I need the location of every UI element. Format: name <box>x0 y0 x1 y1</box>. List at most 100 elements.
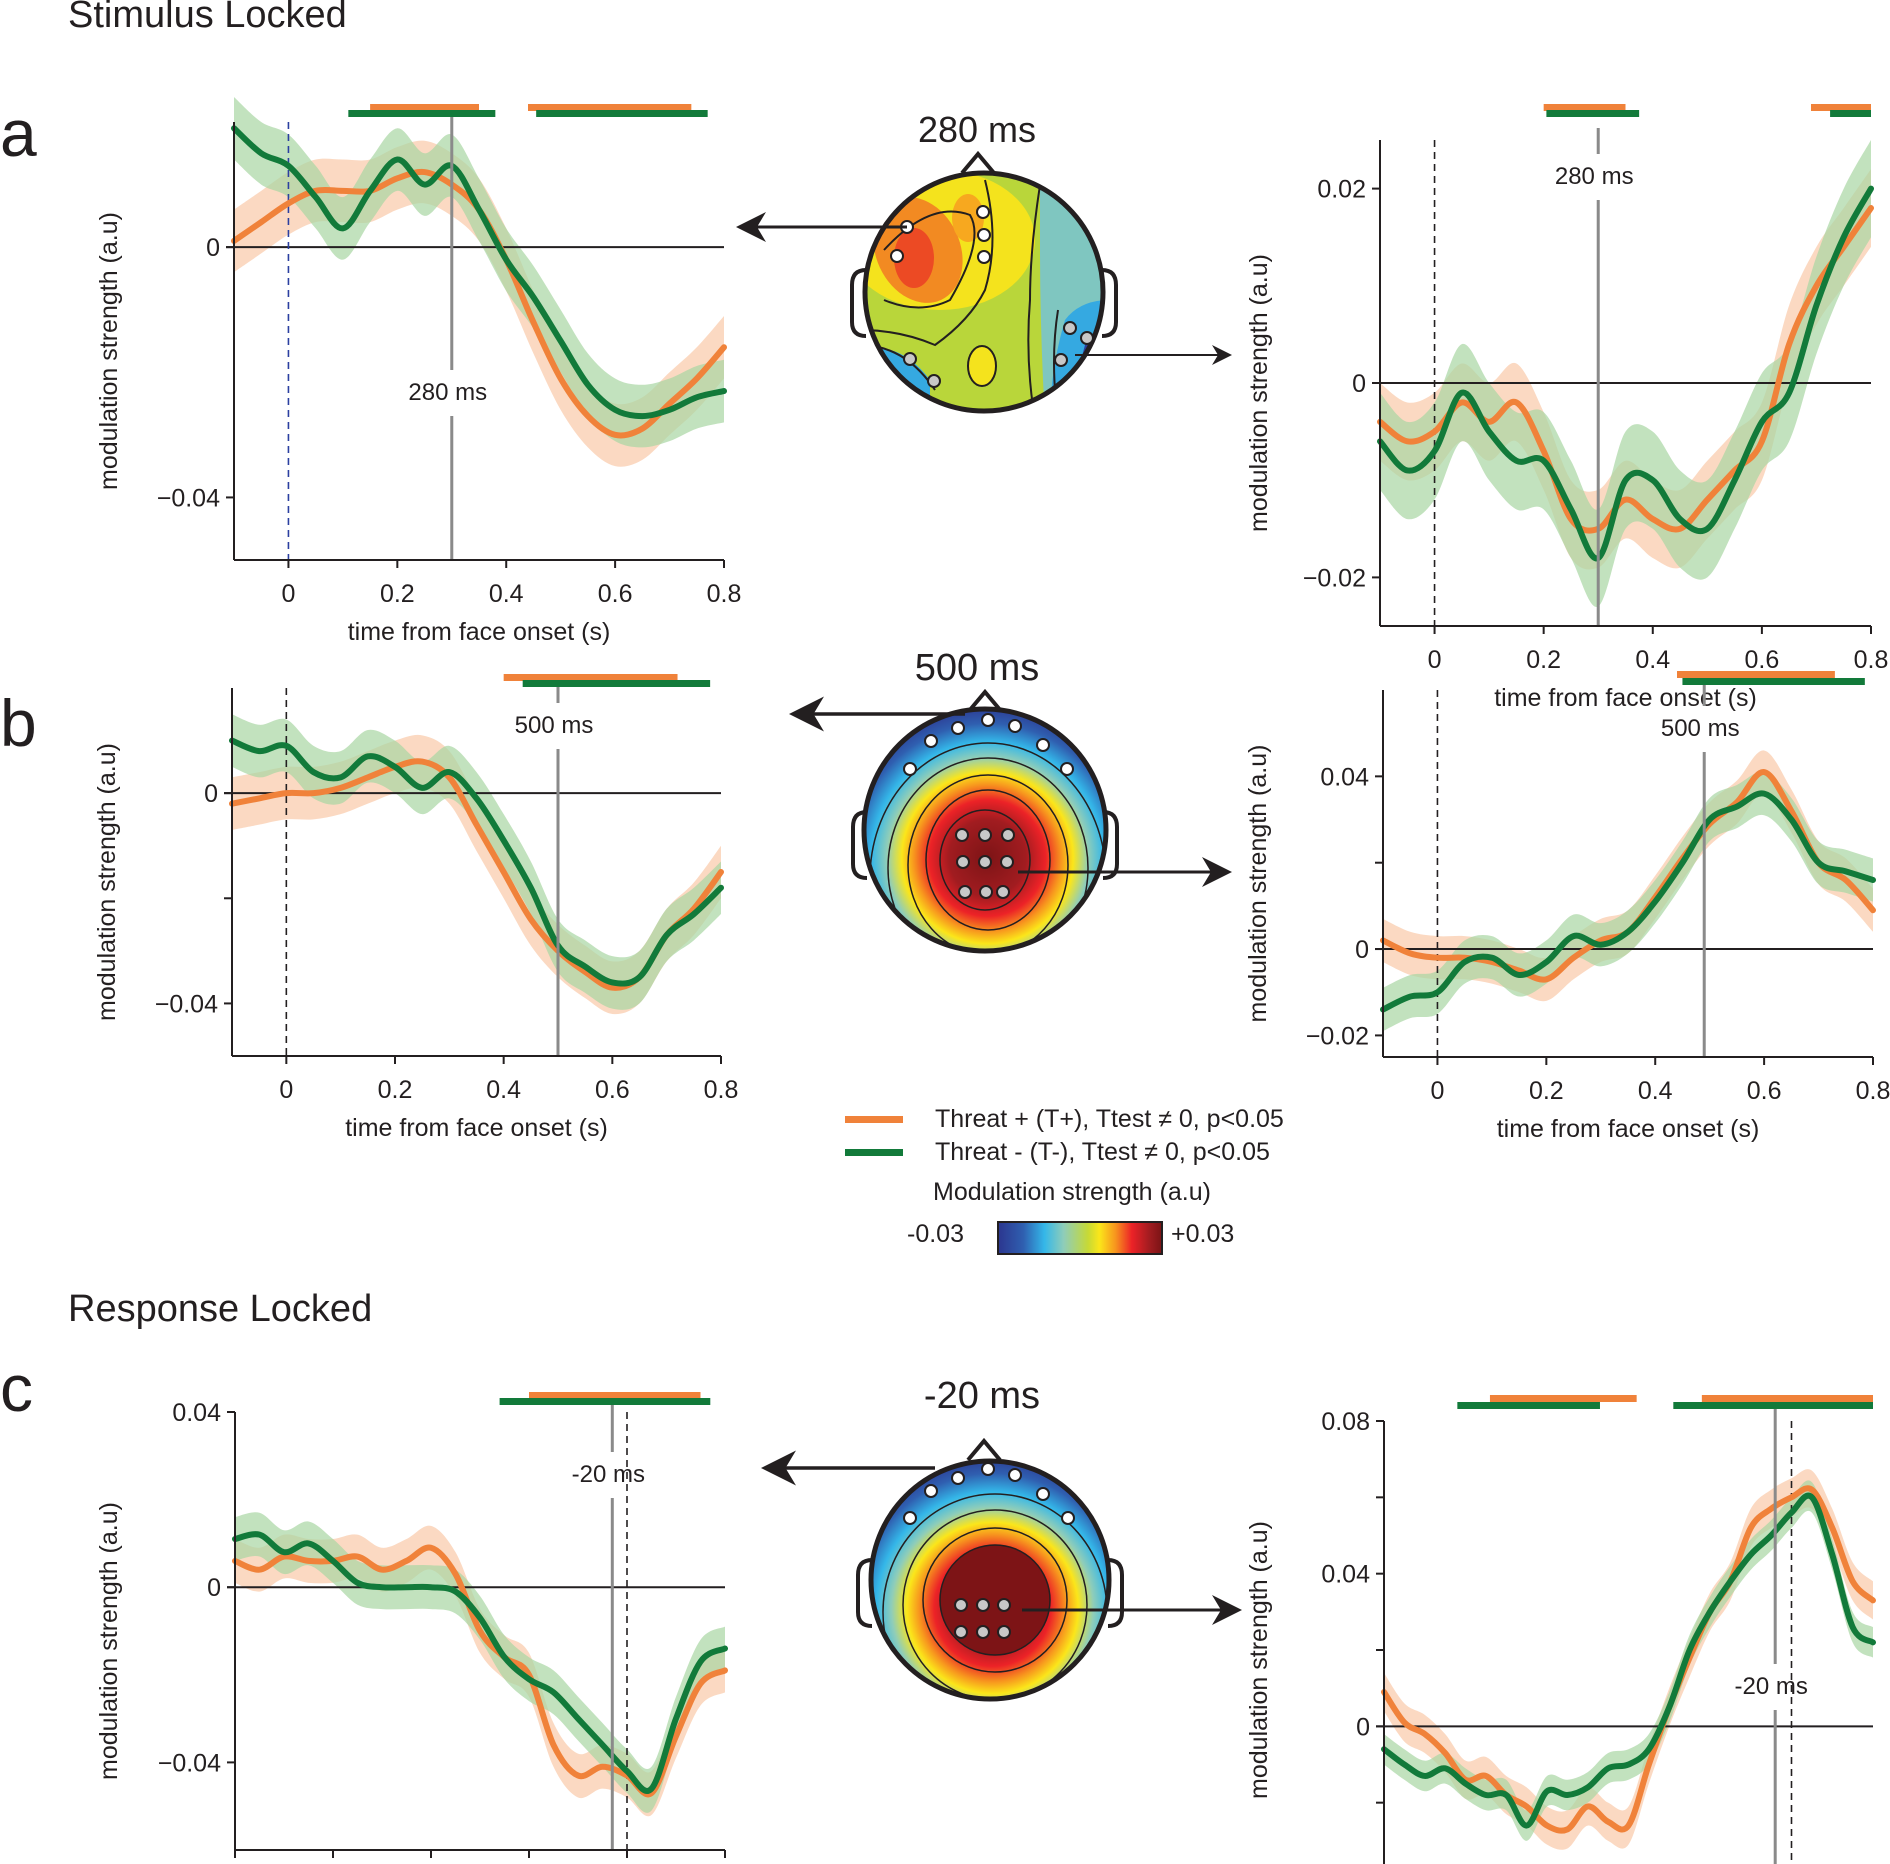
sig-bar-threat-minus <box>522 680 711 687</box>
colorbar-title: Modulation strength (a.u) <box>933 1178 1211 1206</box>
y-tick-label: −0.04 <box>158 1749 221 1777</box>
y-tick-label: −0.04 <box>157 484 220 512</box>
x-tick-label: 0.8 <box>1854 646 1889 674</box>
sig-bar-threat-minus <box>348 110 496 117</box>
x-tick-label: 0.2 <box>378 1076 413 1104</box>
marker-label: 280 ms <box>408 379 487 406</box>
series-line-threat-plus <box>1381 1485 1876 1834</box>
sig-bar-threat-minus <box>1546 110 1640 117</box>
sig-bar-threat-plus <box>529 1392 701 1399</box>
x-tick-label: 0.6 <box>1745 646 1780 674</box>
sig-bar-threat-plus <box>1701 1395 1873 1402</box>
x-tick-label: 0.4 <box>486 1076 521 1104</box>
marker-label: 280 ms <box>1555 163 1634 190</box>
series-line-threat-minus <box>232 1531 728 1794</box>
band-threat-plus <box>232 734 721 1015</box>
y-axis-label: modulation strength (a.u) <box>93 743 121 1021</box>
plot-a-right: 280 ms 0 0.2 0.4 0.6 0.8 0.02 0 −0.02 time from f… <box>1245 104 1888 712</box>
x-tick-label: 0 <box>281 580 295 608</box>
topomap-c: -20 ms <box>761 1375 1242 1702</box>
x-tick-label: 0.2 <box>380 580 415 608</box>
legend-label-threat-plus: Threat + (T+), Ttest ≠ 0, p<0.05 <box>935 1104 1284 1133</box>
x-axis-label: time from face onset (s) <box>348 618 611 646</box>
sig-bar-threat-plus <box>1489 1395 1637 1402</box>
series-line-threat-plus <box>232 1544 728 1798</box>
sig-bar-threat-minus <box>1673 1402 1873 1409</box>
y-tick-label: −0.02 <box>1306 1022 1369 1050</box>
sig-bar-threat-minus <box>499 1398 711 1405</box>
sig-bar-threat-plus <box>1543 104 1626 111</box>
x-tick-label: 0.2 <box>1529 1077 1564 1105</box>
left-ear-icon <box>856 1558 873 1628</box>
section-title-stimulus-locked: Stimulus Locked <box>68 0 347 36</box>
electrode-markers <box>890 205 1094 388</box>
topomap-b: 500 ms <box>789 647 1232 954</box>
y-axis-label: modulation strength (a.u) <box>95 212 123 490</box>
y-tick-label: 0 <box>1356 1713 1370 1741</box>
x-axis-label: time from face onset (s) <box>1497 1115 1760 1143</box>
x-tick-label: 0.4 <box>1635 646 1670 674</box>
left-ear-icon <box>850 268 867 338</box>
x-axis-label: time from face onset (s) <box>345 1114 608 1142</box>
marker-label: 500 ms <box>1661 715 1740 742</box>
x-tick-label: 0.6 <box>595 1076 630 1104</box>
series-line-threat-minus <box>1380 790 1876 1013</box>
sig-bar-threat-minus <box>1682 678 1865 685</box>
band-threat-minus <box>1380 140 1871 607</box>
y-tick-label: 0.02 <box>1317 176 1366 204</box>
x-tick-label: 0 <box>1428 646 1442 674</box>
y-axis-label: modulation strength (a.u) <box>1245 1521 1273 1799</box>
series-line-threat-minus <box>1381 1492 1876 1829</box>
y-axis-label: modulation strength (a.u) <box>95 1502 123 1780</box>
x-tick-label: 0.2 <box>1526 646 1561 674</box>
y-tick-label: 0.04 <box>1321 1561 1370 1589</box>
sig-bar-threat-plus <box>1810 104 1871 111</box>
series-line-threat-minus <box>229 737 724 987</box>
sig-bar-threat-minus <box>536 110 708 117</box>
x-tick-label: 0.8 <box>707 580 742 608</box>
plot-c-right: -20 ms−1−0.8−0.6−0.4−0.200.20.080.040−0.… <box>1245 1395 1876 1864</box>
colorbar-max-label: +0.03 <box>1171 1220 1235 1248</box>
band-threat-minus <box>235 1512 725 1813</box>
nose-icon <box>967 688 1003 713</box>
colorbar-min-label: -0.03 <box>907 1220 964 1248</box>
x-tick-label: 0.6 <box>598 580 633 608</box>
marker-label: 500 ms <box>515 712 594 739</box>
band-threat-minus <box>1384 1480 1873 1841</box>
plot-a-left: 280 ms 0 0.2 0.4 0.6 0.8 0 −0.04 time from face … <box>95 96 742 646</box>
sig-bar-threat-plus <box>528 104 692 111</box>
topomap-b-label: 500 ms <box>915 647 1040 689</box>
x-tick-label: 0.6 <box>1747 1077 1782 1105</box>
right-ear-icon <box>1101 268 1118 338</box>
x-tick-label: 0 <box>1430 1077 1444 1105</box>
marker-label: -20 ms <box>572 1461 645 1488</box>
series-line-threat-plus <box>1377 205 1874 534</box>
topomap-c-label: -20 ms <box>924 1375 1040 1417</box>
y-tick-label: 0.04 <box>1320 763 1369 791</box>
y-tick-label: 0 <box>204 780 218 808</box>
sig-bar-threat-minus <box>1457 1402 1600 1409</box>
y-tick-label: 0.08 <box>1321 1408 1370 1436</box>
y-axis-label: modulation strength (a.u) <box>1244 745 1272 1023</box>
plot-b-left: 500 ms 0 0.2 0.4 0.6 0.8 0 −0.04 time from face … <box>93 674 738 1142</box>
nose-icon <box>960 150 996 175</box>
topomap-a-label: 280 ms <box>918 109 1036 150</box>
plot-b-right: 500 ms 0 0.2 0.4 0.6 0.8 0.04 0 −0.02 time from f… <box>1244 671 1890 1143</box>
marker-label: -20 ms <box>1735 1673 1808 1700</box>
head-outline <box>862 170 1106 414</box>
y-tick-label: 0 <box>1355 936 1369 964</box>
y-tick-label: −0.04 <box>155 990 218 1018</box>
section-title-response-locked: Response Locked <box>68 1288 373 1330</box>
x-axis-label: time from face onset (s) <box>1494 684 1757 712</box>
topomap-a: 280 ms <box>736 109 1232 414</box>
sig-bar-threat-plus <box>1677 671 1835 678</box>
x-tick-label: 0.8 <box>1856 1077 1890 1105</box>
y-tick-label: 0 <box>207 1574 221 1602</box>
y-axis-label: modulation strength (a.u) <box>1245 254 1273 532</box>
panel-letter-a: a <box>0 96 37 170</box>
head-outline <box>868 1458 1112 1702</box>
x-tick-label: 0.4 <box>489 580 524 608</box>
sig-bar-threat-plus <box>370 104 479 111</box>
plot-c-left: -20 ms−0.8−0.6−0.4−0.200.20.040−0.04time… <box>95 1392 728 1858</box>
